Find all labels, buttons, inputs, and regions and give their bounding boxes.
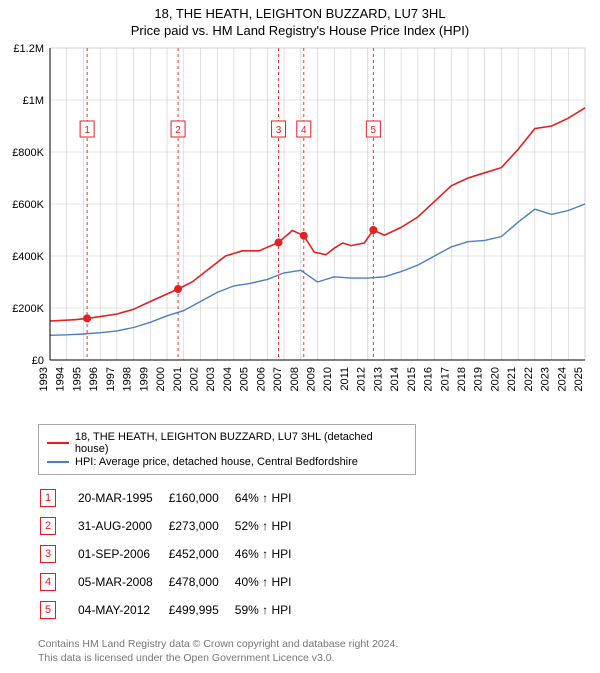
sale-number-badge: 1 [40,485,76,511]
legend-label: HPI: Average price, detached house, Cent… [75,456,358,468]
sale-number-badge: 4 [40,569,76,595]
legend-item: 18, THE HEATH, LEIGHTON BUZZARD, LU7 3HL… [47,431,407,455]
sale-price: £478,000 [169,569,233,595]
x-tick-label: 2001 [172,367,184,391]
x-tick-label: 2008 [289,367,301,391]
sale-date: 05-MAR-2008 [78,569,167,595]
sale-hpi-delta: 64% ↑ HPI [235,485,306,511]
sale-number-badge: 2 [40,513,76,539]
x-tick-label: 2019 [473,367,485,391]
x-tick-label: 2007 [272,367,284,391]
x-tick-label: 1998 [122,367,134,391]
sales-table: 120-MAR-1995£160,00064% ↑ HPI231-AUG-200… [38,483,307,625]
y-tick-label: £600K [12,199,44,211]
marker-number: 4 [301,125,307,136]
x-tick-label: 2021 [506,367,518,391]
footer-line2: This data is licensed under the Open Gov… [38,651,580,665]
chart-subtitle: Price paid vs. HM Land Registry's House … [0,23,600,38]
chart-titles: 18, THE HEATH, LEIGHTON BUZZARD, LU7 3HL… [0,0,600,38]
sale-hpi-delta: 52% ↑ HPI [235,513,306,539]
y-tick-label: £1M [23,95,44,107]
x-tick-label: 1997 [105,367,117,391]
x-tick-label: 2004 [222,367,234,391]
sale-price: £160,000 [169,485,233,511]
sale-price: £499,995 [169,597,233,623]
table-row: 231-AUG-2000£273,00052% ↑ HPI [40,513,305,539]
y-tick-label: £200K [12,303,44,315]
x-tick-label: 1994 [55,367,67,391]
sale-number-badge: 3 [40,541,76,567]
sale-date: 20-MAR-1995 [78,485,167,511]
x-tick-label: 2005 [239,367,251,391]
marker-number: 5 [371,125,377,136]
legend-label: 18, THE HEATH, LEIGHTON BUZZARD, LU7 3HL… [75,431,407,455]
x-tick-label: 2010 [322,367,334,391]
sale-hpi-delta: 40% ↑ HPI [235,569,306,595]
table-row: 120-MAR-1995£160,00064% ↑ HPI [40,485,305,511]
x-tick-label: 1999 [138,367,150,391]
legend-swatch [47,461,69,463]
x-tick-label: 2006 [255,367,267,391]
x-tick-label: 1996 [88,367,100,391]
marker-number: 1 [84,125,90,136]
y-tick-label: £400K [12,251,44,263]
chart-area: 1993 1994 1995 1996 1997 1998 1999 2000 2001 2002… [0,38,600,418]
sale-date: 31-AUG-2000 [78,513,167,539]
x-tick-label: 2025 [573,367,585,391]
x-tick-label: 2013 [372,367,384,391]
x-tick-label: 2014 [389,367,401,391]
x-tick-label: 2023 [540,367,552,391]
sale-price: £273,000 [169,513,233,539]
table-row: 301-SEP-2006£452,00046% ↑ HPI [40,541,305,567]
x-tick-label: 2000 [155,367,167,391]
x-tick-label: 2018 [456,367,468,391]
x-tick-label: 2020 [489,367,501,391]
sale-date: 04-MAY-2012 [78,597,167,623]
footer-attribution: Contains HM Land Registry data © Crown c… [38,637,580,665]
x-tick-label: 2022 [523,367,535,391]
chart-title: 18, THE HEATH, LEIGHTON BUZZARD, LU7 3HL [0,6,600,21]
marker-number: 2 [175,125,181,136]
sale-price: £452,000 [169,541,233,567]
legend-swatch [47,442,69,444]
sale-date: 01-SEP-2006 [78,541,167,567]
x-tick-label: 1995 [71,367,83,391]
footer-line1: Contains HM Land Registry data © Crown c… [38,637,580,651]
x-tick-label: 2002 [188,367,200,391]
sale-hpi-delta: 59% ↑ HPI [235,597,306,623]
table-row: 504-MAY-2012£499,99559% ↑ HPI [40,597,305,623]
x-tick-label: 2012 [356,367,368,391]
y-tick-label: £800K [12,147,44,159]
y-tick-label: £0 [32,355,44,367]
y-tick-label: £1.2M [13,43,44,55]
x-tick-label: 2016 [423,367,435,391]
x-tick-label: 2003 [205,367,217,391]
legend: 18, THE HEATH, LEIGHTON BUZZARD, LU7 3HL… [38,424,416,475]
x-tick-label: 2017 [439,367,451,391]
x-tick-label: 2009 [306,367,318,391]
table-row: 405-MAR-2008£478,00040% ↑ HPI [40,569,305,595]
x-tick-label: 2011 [339,367,351,391]
x-tick-label: 2024 [556,367,568,391]
marker-number: 3 [276,125,282,136]
legend-item: HPI: Average price, detached house, Cent… [47,456,407,468]
x-tick-label: 2015 [406,367,418,391]
chart-svg: 1993 1994 1995 1996 1997 1998 1999 2000 2001 2002… [0,38,600,418]
x-tick-label: 1993 [38,367,50,391]
sale-number-badge: 5 [40,597,76,623]
sale-hpi-delta: 46% ↑ HPI [235,541,306,567]
